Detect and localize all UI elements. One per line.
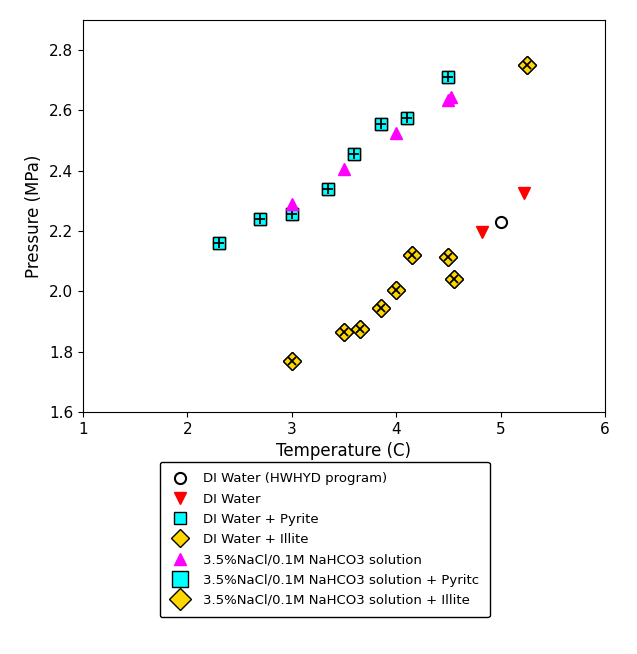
Y-axis label: Pressure (MPa): Pressure (MPa) <box>25 154 43 277</box>
Legend: DI Water (HWHYD program), DI Water, DI Water + Pyrite, DI Water + Illite, 3.5%Na: DI Water (HWHYD program), DI Water, DI W… <box>160 462 490 617</box>
X-axis label: Temperature (C): Temperature (C) <box>276 442 412 460</box>
